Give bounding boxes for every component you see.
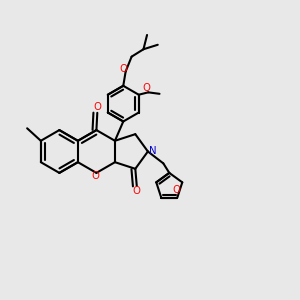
Text: O: O <box>133 186 141 197</box>
Text: O: O <box>119 64 127 74</box>
Text: N: N <box>148 146 156 156</box>
Text: O: O <box>142 83 150 93</box>
Text: O: O <box>91 172 99 182</box>
Text: O: O <box>173 185 181 195</box>
Text: O: O <box>93 103 101 112</box>
